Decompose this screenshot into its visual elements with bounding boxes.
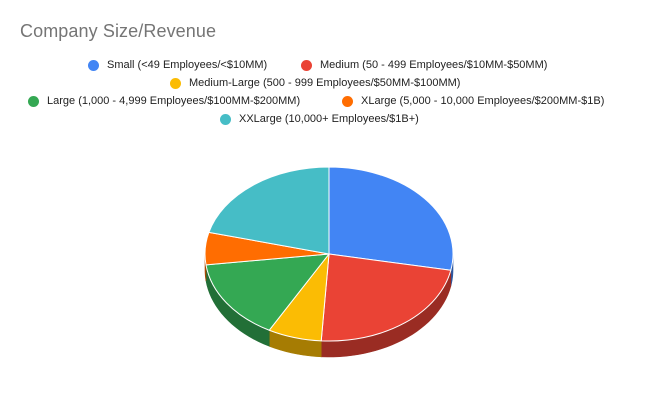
legend-label-large: Large (1,000 - 4,999 Employees/$100MM-$2… [47,95,301,107]
legend-marker-xxlarge [220,113,231,125]
legend-marker-medium-large [170,77,181,89]
legend-marker-small [88,59,99,71]
legend-marker-medium [301,59,312,71]
legend-marker-xlarge [342,95,353,107]
pie-slice-small[interactable] [328,166,454,271]
legend-item-large[interactable]: Large (1,000 - 4,999 Employees/$100MM-$2… [28,94,300,108]
legend-label-small: Small (<49 Employees/<$10MM) [107,59,268,71]
legend-marker-large [28,95,39,107]
legend-label-medium: Medium (50 - 499 Employees/$10MM-$50MM) [320,59,548,71]
legend-item-small[interactable]: Small (<49 Employees/<$10MM) [88,58,267,72]
legend: Small (<49 Employees/<$10MM) Medium (50 … [0,0,659,140]
legend-label-xxlarge: XXLarge (10,000+ Employees/$1B+) [239,113,419,125]
legend-label-medium-large: Medium-Large (500 - 999 Employees/$50MM-… [189,77,461,89]
chart-title: Company Size/Revenue [20,21,217,41]
legend-item-medium-large[interactable]: Medium-Large (500 - 999 Employees/$50MM-… [170,76,460,90]
legend-label-xlarge: XLarge (5,000 - 10,000 Employees/$200MM-… [361,95,605,107]
legend-item-xlarge[interactable]: XLarge (5,000 - 10,000 Employees/$200MM-… [342,94,604,108]
pie-top-faces [204,166,454,342]
legend-item-medium[interactable]: Medium (50 - 499 Employees/$10MM-$50MM) [301,58,547,72]
pie-slice-medium[interactable] [320,253,452,342]
pie-slice-xxlarge[interactable] [208,166,330,255]
legend-item-xxlarge[interactable]: XXLarge (10,000+ Employees/$1B+) [220,112,419,126]
pie-slice-large[interactable] [205,253,330,331]
